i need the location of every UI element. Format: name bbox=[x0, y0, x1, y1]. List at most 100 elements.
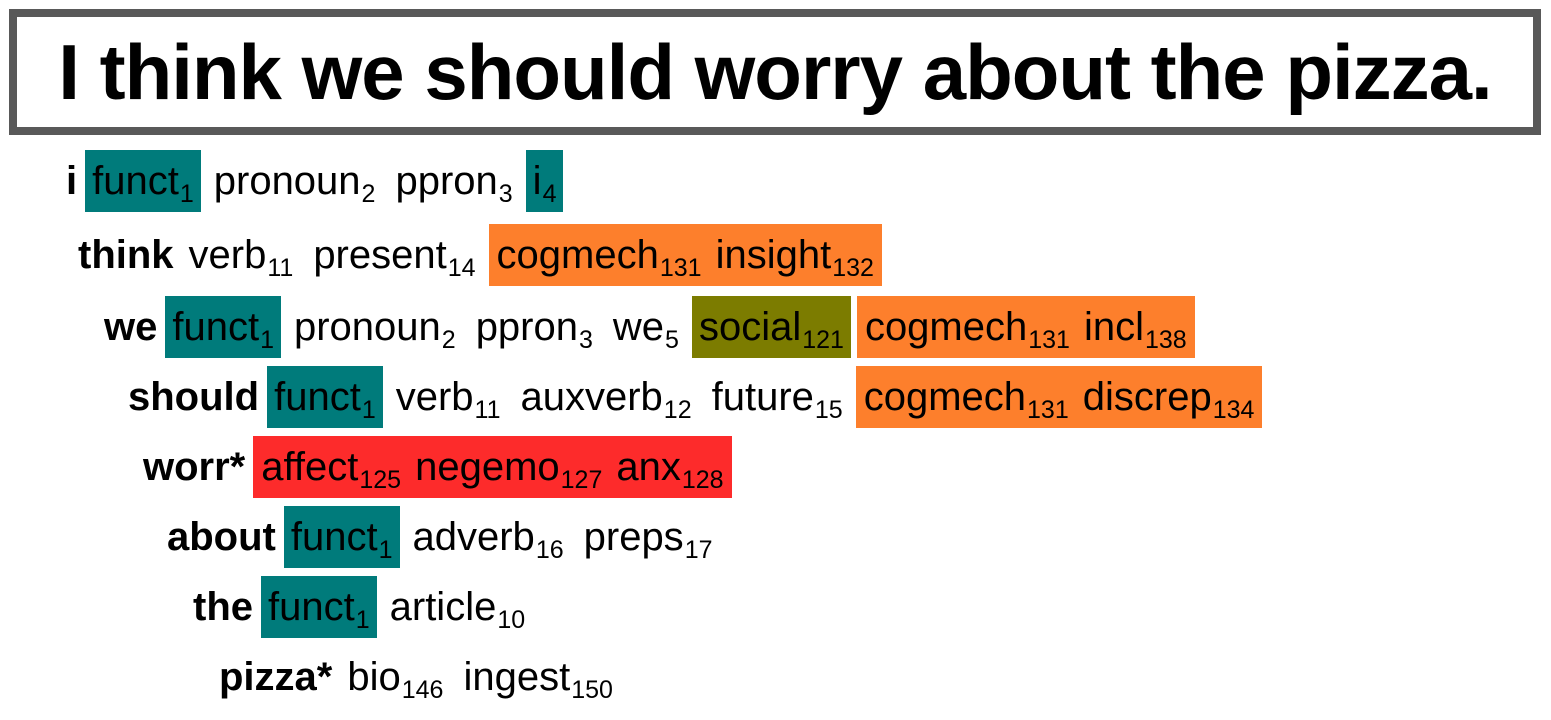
row-word: i bbox=[66, 158, 78, 203]
row-word: worr* bbox=[143, 444, 246, 489]
category-future: future 15 bbox=[705, 366, 850, 428]
category-name: funct bbox=[290, 514, 378, 559]
category-row: the funct 1 article 10 bbox=[193, 576, 538, 638]
category-index: 17 bbox=[684, 535, 713, 564]
row-word: think bbox=[78, 232, 174, 277]
category-index: 1 bbox=[378, 535, 393, 564]
category-ingest: ingest 150 bbox=[456, 646, 619, 708]
category-index: 12 bbox=[663, 395, 692, 424]
category-index: 134 bbox=[1212, 395, 1255, 424]
category-index: 1 bbox=[355, 605, 370, 634]
sentence-title-box: I think we should worry about the pizza. bbox=[9, 9, 1541, 135]
category-pronoun: pronoun 2 bbox=[287, 296, 463, 358]
category-pronoun: pronoun 2 bbox=[207, 150, 383, 212]
row-word: about bbox=[167, 514, 276, 559]
category-funct: funct 1 bbox=[283, 506, 400, 568]
category-ppron: ppron 3 bbox=[469, 296, 600, 358]
category-name: negemo bbox=[415, 444, 560, 489]
category-index: 131 bbox=[659, 253, 702, 282]
category-discrep: discrep 134 bbox=[1082, 374, 1255, 424]
cogmech-highlight: cogmech 131 insight 132 bbox=[488, 224, 882, 286]
category-name: verb bbox=[188, 232, 267, 277]
category-index: 146 bbox=[401, 675, 444, 704]
category-cogmech: cogmech 131 bbox=[863, 374, 1069, 424]
category-index: 3 bbox=[498, 179, 513, 208]
category-name: preps bbox=[583, 514, 684, 559]
category-name: insight bbox=[715, 232, 832, 277]
category-negemo: negemo 127 bbox=[415, 444, 602, 494]
category-name: funct bbox=[268, 584, 355, 629]
category-name: article bbox=[389, 584, 497, 629]
category-name: incl bbox=[1083, 304, 1144, 349]
category-row: should funct 1 verb 11 auxverb 12 future 15 cogme… bbox=[128, 366, 1270, 428]
row-word: should bbox=[128, 374, 260, 419]
category-name: future bbox=[711, 374, 814, 419]
category-row: about funct 1 adverb 16 preps 17 bbox=[167, 506, 726, 568]
cogmech-highlight: cogmech 131 discrep 134 bbox=[855, 366, 1263, 428]
category-name: pronoun bbox=[213, 158, 361, 203]
category-affect: affect 125 bbox=[261, 444, 401, 494]
category-name: we bbox=[612, 304, 665, 349]
category-we: we 5 bbox=[606, 296, 686, 358]
category-funct: funct 1 bbox=[165, 296, 281, 358]
category-index: 3 bbox=[579, 325, 593, 354]
category-funct: funct 1 bbox=[261, 576, 377, 638]
category-index: 125 bbox=[359, 465, 402, 494]
category-index: 131 bbox=[1028, 325, 1070, 354]
category-index: 5 bbox=[665, 325, 679, 354]
category-row: pizza* bio 146 ingest 150 bbox=[219, 646, 626, 708]
category-index: 132 bbox=[832, 253, 874, 282]
category-social: social 121 bbox=[691, 296, 851, 358]
category-name: bio bbox=[347, 654, 401, 699]
category-bio: bio 146 bbox=[340, 646, 450, 708]
category-name: anx bbox=[616, 444, 681, 489]
category-cogmech: cogmech 131 bbox=[496, 232, 702, 282]
category-name: adverb bbox=[412, 514, 535, 559]
row-word: the bbox=[193, 584, 253, 629]
category-insight: insight 132 bbox=[715, 232, 874, 282]
category-name: cogmech bbox=[863, 374, 1027, 419]
category-adverb: adverb 16 bbox=[406, 506, 571, 568]
category-name: pronoun bbox=[293, 304, 441, 349]
category-index: 127 bbox=[560, 465, 603, 494]
category-name: present bbox=[313, 232, 447, 277]
affect-highlight: affect 125 negemo 127 anx 128 bbox=[253, 436, 732, 498]
category-name: ppron bbox=[475, 304, 578, 349]
category-ppron: ppron 3 bbox=[388, 150, 519, 212]
category-name: funct bbox=[92, 158, 179, 203]
category-index: 10 bbox=[497, 605, 526, 634]
category-name: cogmech bbox=[496, 232, 659, 277]
category-name: discrep bbox=[1082, 374, 1212, 419]
category-index: 1 bbox=[179, 179, 194, 208]
category-index: 128 bbox=[681, 465, 724, 494]
category-name: verb bbox=[395, 374, 474, 419]
category-index: 150 bbox=[571, 675, 613, 704]
category-name: ingest bbox=[463, 654, 571, 699]
category-index: 2 bbox=[441, 325, 456, 354]
category-article: article 10 bbox=[383, 576, 533, 638]
category-index: 14 bbox=[447, 253, 476, 282]
category-name: affect bbox=[261, 444, 359, 489]
category-index: 4 bbox=[542, 179, 557, 208]
category-index: 11 bbox=[474, 395, 501, 424]
category-index: 15 bbox=[814, 395, 843, 424]
category-row: think verb 11 present 14 cogmech 131 insight 132 bbox=[78, 224, 890, 286]
category-row: i funct 1 pronoun 2 ppron 3 i 4 bbox=[66, 150, 569, 212]
category-preps: preps 17 bbox=[577, 506, 720, 568]
category-funct: funct 1 bbox=[85, 150, 201, 212]
category-cogmech: cogmech 131 bbox=[864, 304, 1070, 354]
category-name: cogmech bbox=[864, 304, 1028, 349]
cogmech-highlight: cogmech 131 incl 138 bbox=[856, 296, 1195, 358]
category-index: 16 bbox=[535, 535, 564, 564]
category-auxverb: auxverb 12 bbox=[513, 366, 698, 428]
sentence-title: I think we should worry about the pizza. bbox=[58, 28, 1492, 116]
category-name: funct bbox=[172, 304, 260, 349]
category-name: auxverb bbox=[520, 374, 663, 419]
category-index: 2 bbox=[361, 179, 376, 208]
category-incl: incl 138 bbox=[1083, 304, 1187, 354]
category-index: 138 bbox=[1145, 325, 1187, 354]
category-name: funct bbox=[274, 374, 361, 419]
category-index: 1 bbox=[361, 395, 376, 424]
category-index: 121 bbox=[802, 325, 844, 354]
